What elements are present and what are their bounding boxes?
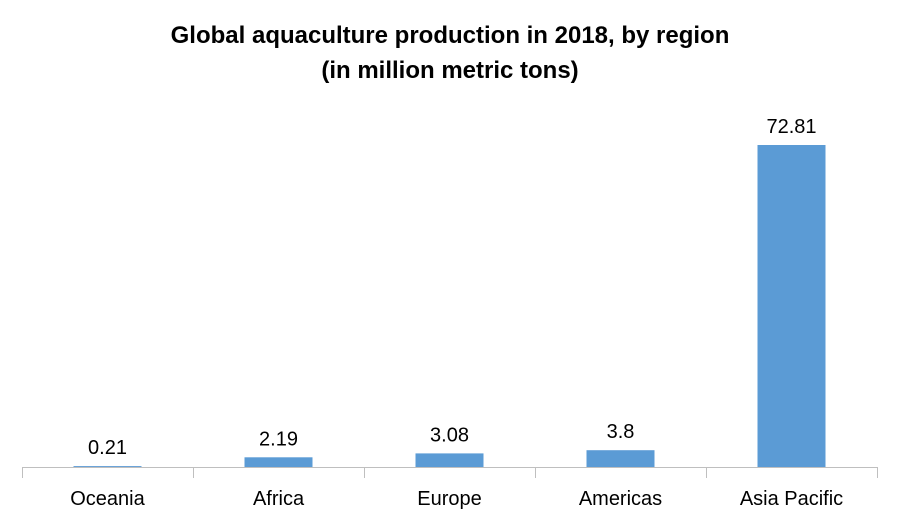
bar-americas	[586, 450, 655, 467]
chart-subtitle: (in million metric tons)	[321, 57, 579, 84]
chart-title: Global aquaculture production in 2018, b…	[170, 22, 730, 49]
bar-europe	[415, 453, 484, 467]
data-label: 2.19	[259, 428, 298, 450]
bar-asia-pacific	[757, 145, 826, 467]
data-label: 0.21	[88, 437, 127, 459]
data-label: 3.08	[430, 424, 469, 446]
bar-oceania	[73, 466, 142, 467]
data-label: 3.8	[607, 421, 635, 443]
x-tick-label: Americas	[579, 488, 662, 510]
x-tick-label: Oceania	[70, 488, 145, 510]
x-tick-label: Europe	[417, 488, 482, 510]
data-label: 72.81	[766, 116, 816, 138]
bar-africa	[244, 457, 313, 467]
x-tick-label: Africa	[253, 488, 305, 510]
chart-title-block: Global aquaculture production in 2018, b…	[0, 18, 900, 88]
x-tick-label: Asia Pacific	[740, 488, 843, 510]
